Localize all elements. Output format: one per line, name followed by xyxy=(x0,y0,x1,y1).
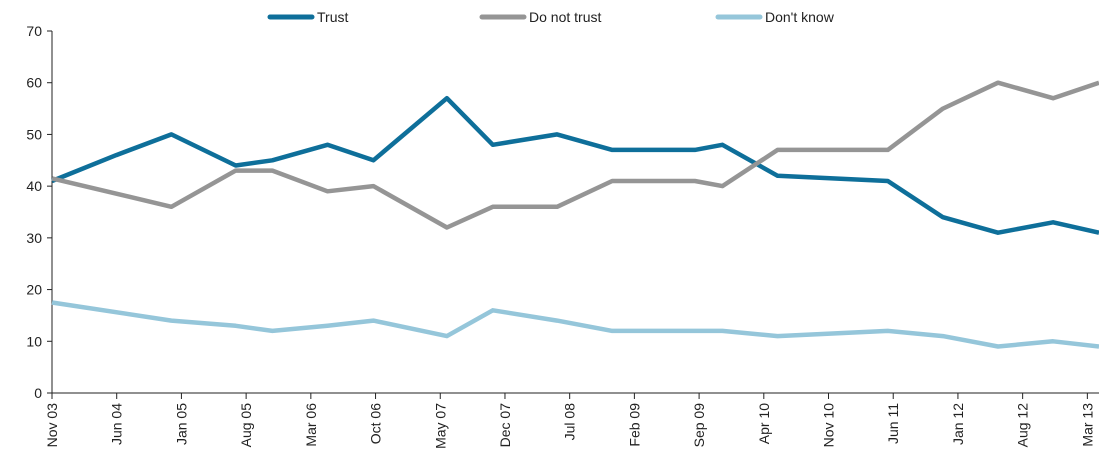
x-tick-label: Feb 09 xyxy=(626,403,642,447)
y-tick-label: 50 xyxy=(26,126,42,142)
x-tick-label: Jul 08 xyxy=(562,403,578,441)
series-line-don-t-know xyxy=(51,300,1099,349)
plot-area xyxy=(51,80,1099,349)
x-tick-label: Mar 06 xyxy=(303,403,319,447)
x-tick-label: Sep 09 xyxy=(691,403,707,448)
y-tick-label: 0 xyxy=(34,385,42,401)
y-tick-label: 40 xyxy=(26,178,42,194)
x-tick-label: Jun 04 xyxy=(109,403,125,445)
x-tick-label: Mar 13 xyxy=(1079,403,1095,447)
y-tick-label: 10 xyxy=(26,333,42,349)
legend-label-don-t-know: Don't know xyxy=(765,9,835,25)
x-tick-label: Nov 03 xyxy=(44,403,60,448)
legend-label-trust: Trust xyxy=(317,9,348,25)
y-tick-label: 60 xyxy=(26,75,42,91)
x-tick-label: Oct 06 xyxy=(368,403,384,444)
x-tick-label: Dec 07 xyxy=(497,403,513,448)
y-tick-label: 20 xyxy=(26,282,42,298)
x-tick-label: Aug 05 xyxy=(238,403,254,448)
x-tick-label: Aug 12 xyxy=(1015,403,1031,448)
series-line-trust xyxy=(51,95,1099,235)
series-line-do-not-trust xyxy=(51,80,1099,230)
x-tick-label: Nov 10 xyxy=(821,403,837,448)
legend: Trust Do not trust Don't know xyxy=(267,9,835,25)
y-tick-label: 30 xyxy=(26,230,42,246)
x-tick-label: Jan 12 xyxy=(950,403,966,445)
x-axis: Nov 03 Jun 04 Jan 05 Aug 05 Mar 06 Oct 06 May … xyxy=(44,392,1099,449)
y-axis: 0 10 20 30 40 50 60 70 xyxy=(26,23,53,401)
x-tick-label: Jan 05 xyxy=(173,403,189,445)
legend-label-do-not-trust: Do not trust xyxy=(529,9,601,25)
x-tick-label: Jun 11 xyxy=(885,403,901,444)
x-tick-label: May 07 xyxy=(432,403,448,449)
x-tick-label: Apr 10 xyxy=(756,403,772,444)
y-tick-label: 70 xyxy=(26,23,42,39)
